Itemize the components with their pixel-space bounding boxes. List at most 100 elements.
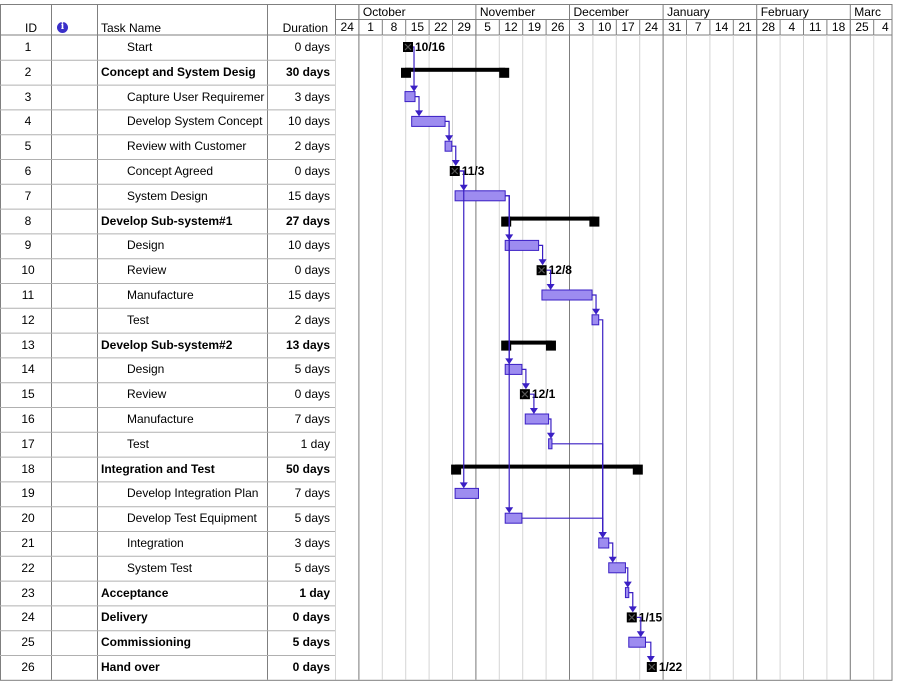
duration-cell[interactable]: 5 days: [294, 511, 330, 526]
duration-cell[interactable]: 10 days: [287, 114, 330, 129]
row-id[interactable]: 14: [21, 362, 35, 377]
duration-cell[interactable]: 3 days: [294, 536, 330, 550]
task-name-cell[interactable]: Test: [127, 312, 150, 327]
duration-cell[interactable]: 0 days: [294, 263, 330, 278]
task-name-cell[interactable]: Delivery: [101, 610, 148, 625]
row-id[interactable]: 23: [21, 585, 35, 600]
duration-cell[interactable]: 27 days: [285, 213, 330, 228]
duration-cell[interactable]: 0 days: [294, 164, 330, 178]
row-id[interactable]: 12: [21, 312, 35, 327]
task-name-cell[interactable]: System Design: [127, 188, 208, 203]
task-bar[interactable]: [591, 314, 600, 326]
duration-cell[interactable]: 7 days: [294, 412, 330, 426]
task-bar[interactable]: [454, 487, 479, 499]
summary-bar[interactable]: [505, 340, 552, 345]
task-name-cell[interactable]: Integration and Test: [101, 461, 215, 476]
duration-cell[interactable]: 1 day: [300, 436, 330, 451]
duration-cell[interactable]: 7 days: [294, 486, 330, 501]
task-name-cell[interactable]: System Test: [127, 560, 193, 575]
id-header[interactable]: ID: [25, 21, 37, 35]
task-bar[interactable]: [524, 413, 550, 425]
task-bar[interactable]: [548, 438, 553, 450]
duration-cell[interactable]: 30 days: [285, 64, 330, 79]
task-name-cell[interactable]: Design: [127, 238, 165, 253]
task-name-cell[interactable]: Develop Sub-system#1: [101, 213, 233, 228]
duration-cell[interactable]: 13 days: [285, 337, 330, 352]
task-bar[interactable]: [444, 140, 453, 152]
row-id[interactable]: 25: [21, 635, 35, 650]
task-bar[interactable]: [628, 636, 646, 648]
task-name-cell[interactable]: Develop System Concept: [127, 114, 263, 129]
task-name-cell[interactable]: Manufacture: [127, 288, 194, 302]
info-icon[interactable]: i: [57, 22, 68, 33]
row-id[interactable]: 2: [24, 64, 32, 79]
row-id[interactable]: 9: [24, 238, 32, 253]
row-id[interactable]: 20: [21, 511, 35, 526]
task-name-cell[interactable]: Concept Agreed: [127, 164, 214, 178]
task-name-cell[interactable]: Review: [127, 263, 167, 278]
task-name-cell[interactable]: Develop Integration Plan: [127, 486, 259, 501]
task-name-cell[interactable]: Test: [127, 436, 150, 451]
duration-cell[interactable]: 2 days: [294, 312, 330, 327]
task-name-header[interactable]: Task Name: [101, 21, 162, 35]
task-name-cell[interactable]: Develop Test Equipment: [127, 511, 257, 526]
task-bar[interactable]: [608, 562, 626, 574]
duration-cell[interactable]: 15 days: [287, 188, 330, 203]
task-bar[interactable]: [504, 363, 523, 375]
row-id[interactable]: 22: [21, 560, 35, 575]
summary-bar[interactable]: [455, 464, 639, 469]
row-id[interactable]: 6: [24, 164, 32, 178]
row-id[interactable]: 10: [21, 263, 35, 278]
row-id[interactable]: 8: [24, 213, 32, 228]
duration-cell[interactable]: 3 days: [294, 89, 330, 104]
task-bar[interactable]: [598, 537, 610, 549]
duration-cell[interactable]: 5 days: [292, 635, 330, 650]
duration-cell[interactable]: 2 days: [294, 139, 330, 154]
duration-cell[interactable]: 0 days: [292, 610, 330, 625]
row-id[interactable]: 7: [24, 188, 32, 203]
task-bar[interactable]: [504, 239, 540, 251]
row-id[interactable]: 3: [24, 89, 32, 104]
task-name-cell[interactable]: Start: [127, 40, 153, 54]
row-id[interactable]: 1: [24, 40, 32, 54]
task-name-cell[interactable]: Capture User Requiremer: [127, 89, 265, 104]
row-id[interactable]: 17: [21, 436, 35, 451]
task-name-cell[interactable]: Review with Customer: [127, 139, 247, 154]
row-id[interactable]: 13: [21, 337, 35, 352]
task-bar[interactable]: [404, 91, 416, 103]
duration-cell[interactable]: 10 days: [287, 238, 330, 253]
task-name-cell[interactable]: Commissioning: [101, 635, 192, 650]
duration-cell[interactable]: 0 days: [294, 40, 330, 54]
row-id[interactable]: 24: [21, 610, 35, 625]
duration-cell[interactable]: 0 days: [294, 387, 330, 402]
summary-bar[interactable]: [505, 216, 596, 221]
task-name-cell[interactable]: Design: [127, 362, 165, 377]
duration-cell[interactable]: 50 days: [285, 461, 330, 476]
row-id[interactable]: 5: [24, 139, 32, 154]
row-id[interactable]: 26: [21, 660, 35, 674]
task-name-cell[interactable]: Integration: [127, 536, 184, 550]
task-name-cell[interactable]: Manufacture: [127, 412, 194, 426]
task-name-cell[interactable]: Develop Sub-system#2: [101, 337, 233, 352]
row-id[interactable]: 18: [21, 461, 35, 476]
duration-cell[interactable]: 5 days: [294, 362, 330, 377]
row-id[interactable]: 19: [21, 486, 35, 501]
row-id[interactable]: 11: [21, 288, 35, 302]
task-bar[interactable]: [541, 289, 593, 301]
task-name-cell[interactable]: Review: [127, 387, 167, 402]
task-bar[interactable]: [411, 115, 446, 127]
task-name-cell[interactable]: Hand over: [101, 660, 160, 674]
task-name-cell[interactable]: Acceptance: [101, 585, 169, 600]
task-bar[interactable]: [504, 512, 523, 524]
row-id[interactable]: 4: [24, 114, 32, 129]
duration-header[interactable]: Duration: [282, 21, 328, 35]
row-id[interactable]: 21: [21, 536, 35, 550]
duration-cell[interactable]: 1 day: [299, 585, 330, 600]
row-id[interactable]: 16: [21, 412, 35, 426]
summary-bar[interactable]: [405, 67, 506, 72]
duration-cell[interactable]: 0 days: [292, 660, 330, 674]
duration-cell[interactable]: 5 days: [294, 560, 330, 575]
task-bar[interactable]: [624, 587, 630, 599]
row-id[interactable]: 15: [21, 387, 35, 402]
task-bar[interactable]: [454, 190, 506, 202]
